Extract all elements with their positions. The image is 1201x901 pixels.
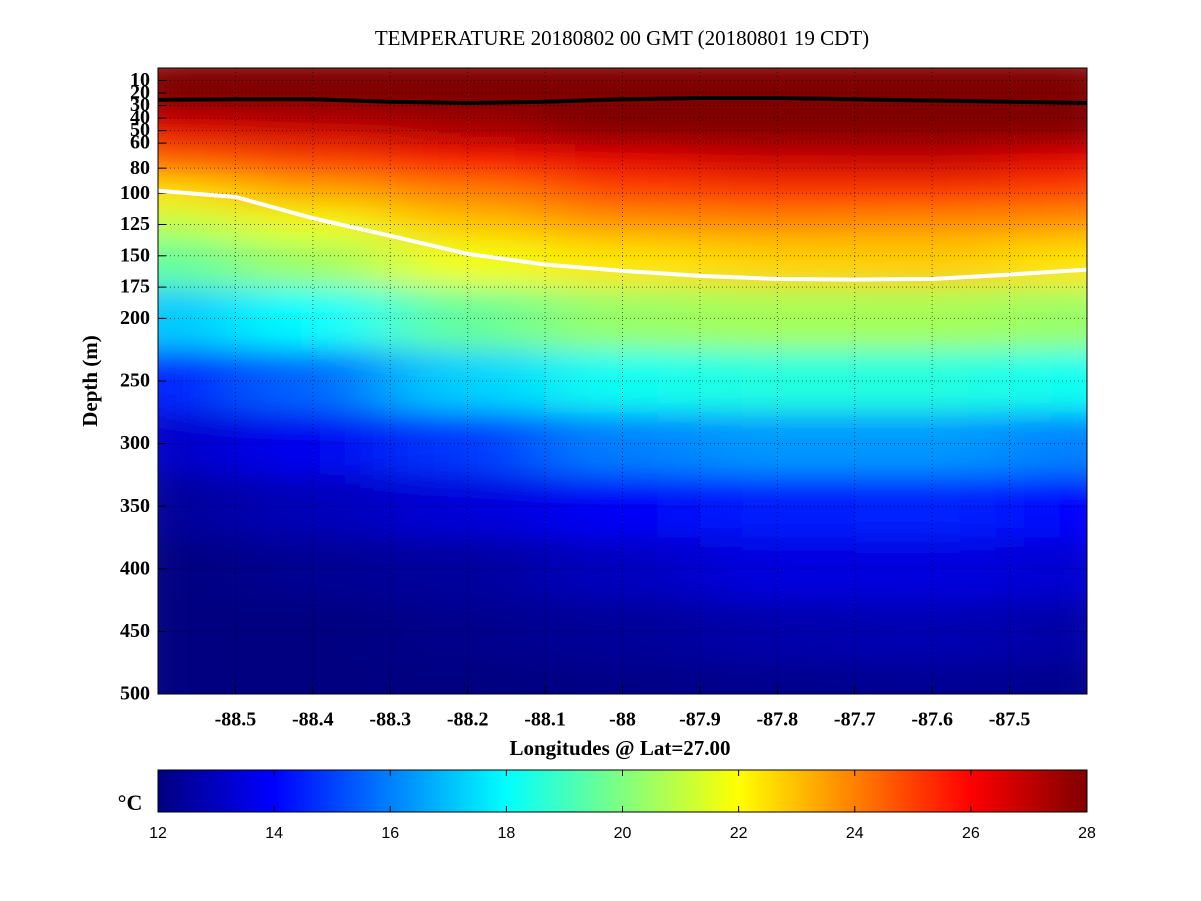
x-tick-label: -88 <box>609 709 636 731</box>
y-axis-label: Depth (m) <box>78 335 102 427</box>
heat-cell <box>854 600 1011 664</box>
y-tick-label: 350 <box>120 495 150 517</box>
y-tick-label: 450 <box>120 620 150 642</box>
heat-cell <box>854 146 1011 179</box>
heat-cell <box>390 146 547 179</box>
x-axis-label: Longitudes @ Lat=27.00 <box>509 736 730 760</box>
heat-cell <box>158 287 237 351</box>
y-tick-label: 175 <box>120 276 150 298</box>
heatmap <box>158 68 1087 694</box>
colorbar-tick-label: 20 <box>614 825 632 842</box>
y-tick-label: 30 <box>130 94 150 116</box>
heat-cell <box>390 600 547 664</box>
x-tick-label: -88.1 <box>524 709 566 731</box>
y-tick-label: 10 <box>130 69 150 91</box>
heat-cell <box>1009 68 1087 85</box>
y-tick-label: 500 <box>120 683 150 705</box>
heat-cell <box>699 412 856 476</box>
plot-frame <box>157 67 1088 695</box>
x-tick-label: -87.5 <box>989 709 1031 731</box>
y-tick-label: 40 <box>130 107 150 129</box>
x-tick-label: -88.3 <box>369 709 411 731</box>
plot-area <box>158 68 1087 694</box>
y-tick-label: 250 <box>120 370 150 392</box>
heat-cell <box>699 114 856 148</box>
colorbar-tick-label: 16 <box>381 825 399 842</box>
heat-cell <box>1009 83 1087 116</box>
colorbar-tick-label: 12 <box>149 825 167 842</box>
colorbar-tick-label: 22 <box>730 825 748 842</box>
heat-cell <box>699 600 856 664</box>
y-tick-label: 400 <box>120 557 150 579</box>
heat-cell <box>1009 240 1087 289</box>
heat-cell <box>699 474 856 539</box>
x-tick-label: -87.8 <box>756 709 798 731</box>
x-tick-label: -88.4 <box>292 709 334 731</box>
colorbar <box>157 769 1088 813</box>
x-tick-label: -87.6 <box>911 709 953 731</box>
heat-cell <box>158 537 237 602</box>
heat-cell <box>545 146 701 179</box>
y-tick-label: 200 <box>120 307 150 329</box>
heat-cell <box>699 177 856 210</box>
heat-cell <box>390 83 547 116</box>
chart-title: TEMPERATURE 20180802 00 GMT (20180801 19… <box>375 26 869 50</box>
heat-cell <box>390 177 547 210</box>
heat-cell <box>1009 287 1087 351</box>
heat-cell <box>699 349 856 414</box>
y-tick-label: 100 <box>120 182 150 204</box>
colorbar-tick-label: 18 <box>497 825 515 842</box>
heat-cell <box>545 177 701 210</box>
heat-cell <box>235 146 392 179</box>
y-tick-label: 50 <box>130 119 150 141</box>
heat-cell <box>158 349 237 414</box>
heat-cell <box>158 600 237 664</box>
y-tick-label: 125 <box>120 213 150 235</box>
heat-cell <box>1009 662 1087 694</box>
heat-cell <box>158 240 237 289</box>
heat-cell <box>158 68 237 85</box>
heat-cell <box>158 474 237 539</box>
x-tick-label: -88.2 <box>447 709 489 731</box>
x-tick-label: -87.7 <box>834 709 876 731</box>
grid <box>158 68 1087 695</box>
y-tick-label: 60 <box>130 132 150 154</box>
heat-cell <box>854 177 1011 210</box>
contour-line <box>158 96 1087 106</box>
heat-cell <box>158 208 237 242</box>
heat-cell <box>390 474 547 539</box>
colorbar-tick-label: 14 <box>265 825 283 842</box>
y-tick-label: 20 <box>130 82 150 104</box>
heat-cell <box>158 114 237 148</box>
heat-cell <box>1009 146 1087 179</box>
y-tick-label: 300 <box>120 432 150 454</box>
y-tick-label: 150 <box>120 244 150 266</box>
heat-cell <box>1009 177 1087 210</box>
heat-cell <box>699 537 856 602</box>
heat-cell <box>235 600 392 664</box>
heat-cell <box>158 412 237 476</box>
heat-cell <box>235 474 392 539</box>
colorbar-tick-label: 24 <box>846 825 864 842</box>
y-tick-label: 80 <box>130 157 150 179</box>
heat-cell <box>699 208 856 242</box>
colorbar-label: °C <box>118 790 143 815</box>
heat-cell <box>158 146 237 179</box>
heat-cell <box>699 146 856 179</box>
heat-cell <box>699 287 856 351</box>
x-tick-label: -88.5 <box>215 709 257 731</box>
colorbar-tick-label: 26 <box>962 825 980 842</box>
heat-cell <box>699 662 856 694</box>
x-tick-label: -87.9 <box>679 709 721 731</box>
contours <box>158 96 1087 282</box>
colorbar-tick-label: 28 <box>1078 825 1096 842</box>
contour-line <box>158 188 1087 282</box>
heat-cell <box>854 474 1011 539</box>
heat-cell <box>158 662 237 694</box>
